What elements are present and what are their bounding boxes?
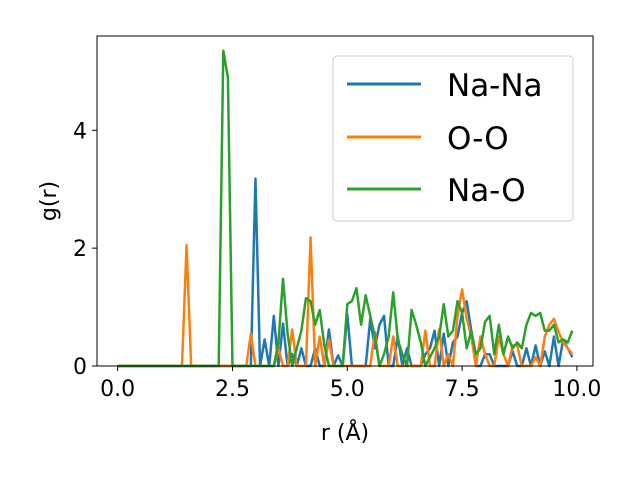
legend-label-na-na: Na-Na	[447, 68, 543, 104]
plot-frame	[96, 35, 594, 367]
x-tick-label: 7.5	[445, 377, 480, 402]
x-tick-label: 2.5	[215, 377, 250, 402]
y-tick-label: 0	[73, 355, 87, 380]
y-tick-label: 2	[73, 237, 87, 262]
legend-label-o-o: O-O	[447, 121, 509, 157]
x-axis-label: r (Å)	[321, 419, 369, 446]
legend-label-na-o: Na-O	[447, 173, 526, 209]
x-tick-label: 10.0	[552, 377, 601, 402]
y-axis-label: g(r)	[37, 181, 62, 221]
x-tick-label: 0.0	[100, 377, 135, 402]
y-tick-label: 4	[73, 119, 87, 144]
series-line-na-o	[117, 49, 574, 368]
legend: Na-Na O-O Na-O	[332, 55, 574, 222]
legend-box	[332, 55, 574, 222]
x-tick-label: 5.0	[330, 377, 365, 402]
ticks-layer: 0.0 2.5 5.0 7.5 10.0 0 2 4	[73, 119, 601, 402]
